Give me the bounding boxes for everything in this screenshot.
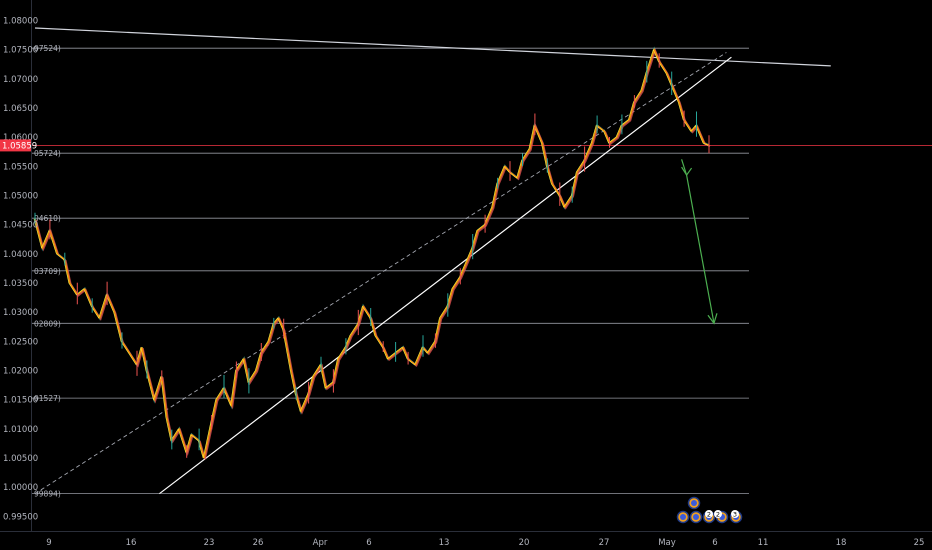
price-axis[interactable]: 1.08000 1.07500 1.07000 1.06500 1.06000 1.055… <box>3 0 38 531</box>
event-count-label: 2 <box>716 511 720 519</box>
y-tick-label: 1.06000 <box>3 133 38 143</box>
support-trendline <box>159 56 732 495</box>
x-tick-label: May <box>658 538 676 548</box>
current-price-tag-label: 1.05859 <box>2 141 37 151</box>
event-flag-icon <box>691 500 697 506</box>
price-series-line <box>34 47 710 459</box>
projection-arrow-line <box>681 159 715 324</box>
y-tick-label: 1.04500 <box>3 221 38 231</box>
x-tick-label: 27 <box>599 538 610 548</box>
y-tick-label: 0.99500 <box>3 512 38 522</box>
fib-level-label: 99894) <box>34 489 61 498</box>
y-tick-label: 1.07500 <box>3 46 38 56</box>
event-flag-icon <box>693 514 699 520</box>
event-count-badge <box>731 510 739 518</box>
price-series-group <box>33 46 711 460</box>
x-tick-label: 11 <box>758 538 769 548</box>
y-tick-label: 1.01000 <box>3 425 38 435</box>
fib-level-label: 04610) <box>34 214 61 223</box>
y-tick-label: 1.05000 <box>3 192 38 202</box>
y-tick-label: 1.06500 <box>3 104 38 114</box>
y-tick-label: 1.00500 <box>3 454 38 464</box>
y-tick-label: 1.02500 <box>3 337 38 347</box>
fib-level-label: 03709) <box>34 267 61 276</box>
projection-arrow-group <box>681 159 718 325</box>
event-count-badge <box>705 510 713 518</box>
projection-arrowhead-end <box>707 313 718 325</box>
y-tick-label: 1.03500 <box>3 279 38 289</box>
x-tick-label: 13 <box>439 538 450 548</box>
x-tick-label: 9 <box>46 538 51 548</box>
y-tick-label: 1.05500 <box>3 162 38 172</box>
x-tick-label: 23 <box>204 538 215 548</box>
plot-area[interactable]: 07524) 05724) 04610) 03709) 02809) 01527) 9989… <box>31 27 932 524</box>
x-tick-label: 20 <box>519 538 530 548</box>
current-price-tag: 1.05859 <box>0 139 37 152</box>
x-tick-label: 16 <box>126 538 137 548</box>
time-axis[interactable]: 9 16 23 26 Apr 6 13 20 27 May 6 11 18 25 <box>0 531 932 549</box>
x-tick-label: 6 <box>712 538 717 548</box>
horizontal-levels-group: 07524) 05724) 04610) 03709) 02809) 01527) 9989… <box>31 44 932 498</box>
projection-arrowhead-mid <box>681 166 693 177</box>
fib-level-label: 05724) <box>34 149 61 158</box>
y-tick-label: 1.01500 <box>3 396 38 406</box>
event-count-badge <box>714 510 722 518</box>
current-price-tag-bg <box>0 139 31 152</box>
y-tick-label: 1.08000 <box>3 16 38 26</box>
y-tick-label: 1.03000 <box>3 308 38 318</box>
fib-level-label: 07524) <box>34 44 61 53</box>
dashed-channel-line <box>34 52 727 495</box>
event-flag-icon <box>680 514 686 520</box>
price-series-overlay <box>33 48 709 459</box>
event-count-label: 3 <box>733 511 737 519</box>
y-tick-label: 1.00000 <box>3 483 38 493</box>
x-tick-label: Apr <box>313 538 328 548</box>
event-count-label: 2 <box>707 511 711 519</box>
y-tick-label: 1.02000 <box>3 367 38 377</box>
x-tick-label: 25 <box>914 538 925 548</box>
upper-resistance-trendline <box>34 27 831 67</box>
y-tick-label: 1.07000 <box>3 75 38 85</box>
y-tick-label: 1.04000 <box>3 250 38 260</box>
fib-level-label: 01527) <box>34 394 61 403</box>
fib-level-label: 02809) <box>34 319 61 328</box>
price-series-shadow <box>33 46 710 459</box>
x-tick-label: 26 <box>253 538 264 548</box>
x-tick-label: 6 <box>366 538 371 548</box>
x-tick-label: 18 <box>836 538 847 548</box>
trendlines-group <box>34 27 831 495</box>
